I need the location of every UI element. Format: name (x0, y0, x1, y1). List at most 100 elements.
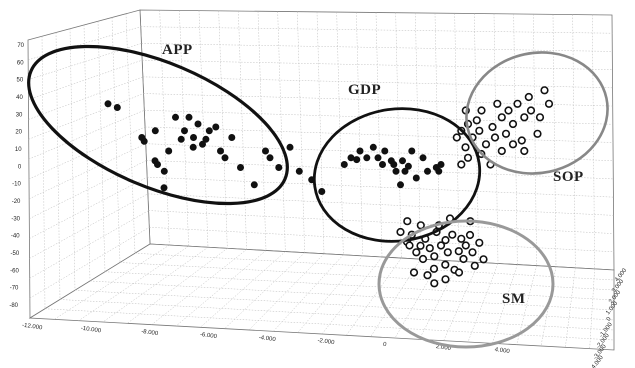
app-point (177, 135, 185, 143)
plot-walls (27, 9, 615, 351)
grid-line (29, 176, 148, 239)
app-point (295, 167, 303, 175)
gdp-point (408, 147, 416, 155)
gdp-cluster-ellipse (312, 107, 482, 243)
sm-point (418, 254, 428, 264)
x-tick-label: -8.000 (141, 329, 159, 337)
grid-line (238, 11, 247, 250)
grid-line (125, 13, 136, 254)
gdp-point (435, 167, 443, 175)
sop-point (463, 153, 473, 162)
x-tick-label: -4.000 (258, 335, 276, 343)
sm-point (441, 260, 450, 269)
grid-line (434, 13, 441, 261)
app-point (205, 127, 213, 135)
grid-line (336, 12, 344, 255)
grid-lines (28, 10, 615, 349)
sop-point (452, 133, 461, 142)
app-point (236, 163, 244, 171)
gdp-point (401, 167, 409, 175)
grid-line (144, 110, 613, 125)
y-tick-label: -10 (12, 182, 21, 188)
sop-point (544, 99, 554, 108)
grid-line (140, 26, 613, 34)
app-point (286, 143, 294, 151)
y-tick-label: -30 (11, 216, 20, 222)
app-point (250, 181, 258, 189)
sm-cluster-label: SM (502, 291, 526, 307)
sop-point (501, 129, 511, 138)
grid-line (29, 143, 146, 200)
gdp-point (347, 154, 355, 162)
gdp-point (378, 160, 386, 168)
app-point (160, 184, 168, 192)
grid-line (55, 32, 61, 300)
sop-point (513, 99, 522, 108)
grid-line (552, 14, 557, 267)
sop-point (477, 106, 486, 115)
grid-line (316, 11, 325, 254)
grid-line (28, 93, 144, 140)
x-tick-label: -12.000 (22, 323, 44, 332)
grid-line (297, 11, 305, 253)
y-tick-label: -20 (12, 199, 21, 205)
app-point (171, 113, 179, 121)
grid-line (119, 262, 615, 291)
sm-point (454, 268, 464, 277)
gdp-point (340, 160, 348, 168)
gdp-point (369, 143, 377, 151)
gdp-point (398, 157, 406, 165)
gdp-point (423, 167, 431, 175)
gdp-point (437, 160, 445, 168)
app-point (189, 143, 197, 151)
sm-point (459, 254, 468, 264)
gdp-point (404, 162, 412, 170)
x-tick-label: 0 (383, 342, 388, 348)
gdp-point (392, 167, 400, 175)
gdp-point (390, 160, 398, 168)
grid-line (28, 126, 146, 180)
cluster-ellipses (27, 44, 609, 349)
gdp-point (381, 147, 389, 155)
sm-point (403, 217, 412, 226)
y-tick-label: 50 (17, 78, 24, 84)
sm-point (416, 241, 425, 250)
grid-line (104, 271, 615, 301)
sop-point (508, 140, 518, 149)
sop-point (508, 119, 518, 129)
y-tick-label: 40 (16, 95, 23, 101)
sop-point (488, 122, 497, 132)
sop-point (481, 140, 491, 149)
sop-point (526, 106, 536, 115)
app-point (160, 167, 168, 175)
sm-point (412, 248, 421, 257)
grid-line (277, 11, 286, 252)
sop-point (517, 136, 526, 145)
app-point (216, 147, 224, 155)
x-tick-label: 4.000 (494, 347, 510, 355)
grid-line (218, 10, 228, 249)
grid-line (572, 14, 576, 268)
y-tick-label: -60 (10, 268, 19, 274)
sm-point (441, 275, 450, 284)
grid-line (198, 10, 209, 248)
y-tick-label: -40 (11, 234, 20, 240)
grid-line (419, 261, 460, 340)
y-tick-label: 70 (17, 43, 24, 49)
app-point (228, 133, 236, 141)
sm-point (468, 248, 477, 257)
sm-point (396, 227, 405, 237)
sm-point (475, 238, 484, 247)
app-point (165, 147, 173, 155)
grid-line (102, 247, 209, 323)
app-point (151, 127, 159, 135)
sm-point (430, 279, 439, 288)
app-point (104, 100, 112, 108)
sm-point (430, 252, 439, 261)
grid-line (493, 13, 499, 264)
grid-line (346, 257, 402, 336)
y-tick-label: -50 (11, 251, 20, 257)
sm-point (465, 230, 475, 240)
grid-line (257, 11, 267, 251)
